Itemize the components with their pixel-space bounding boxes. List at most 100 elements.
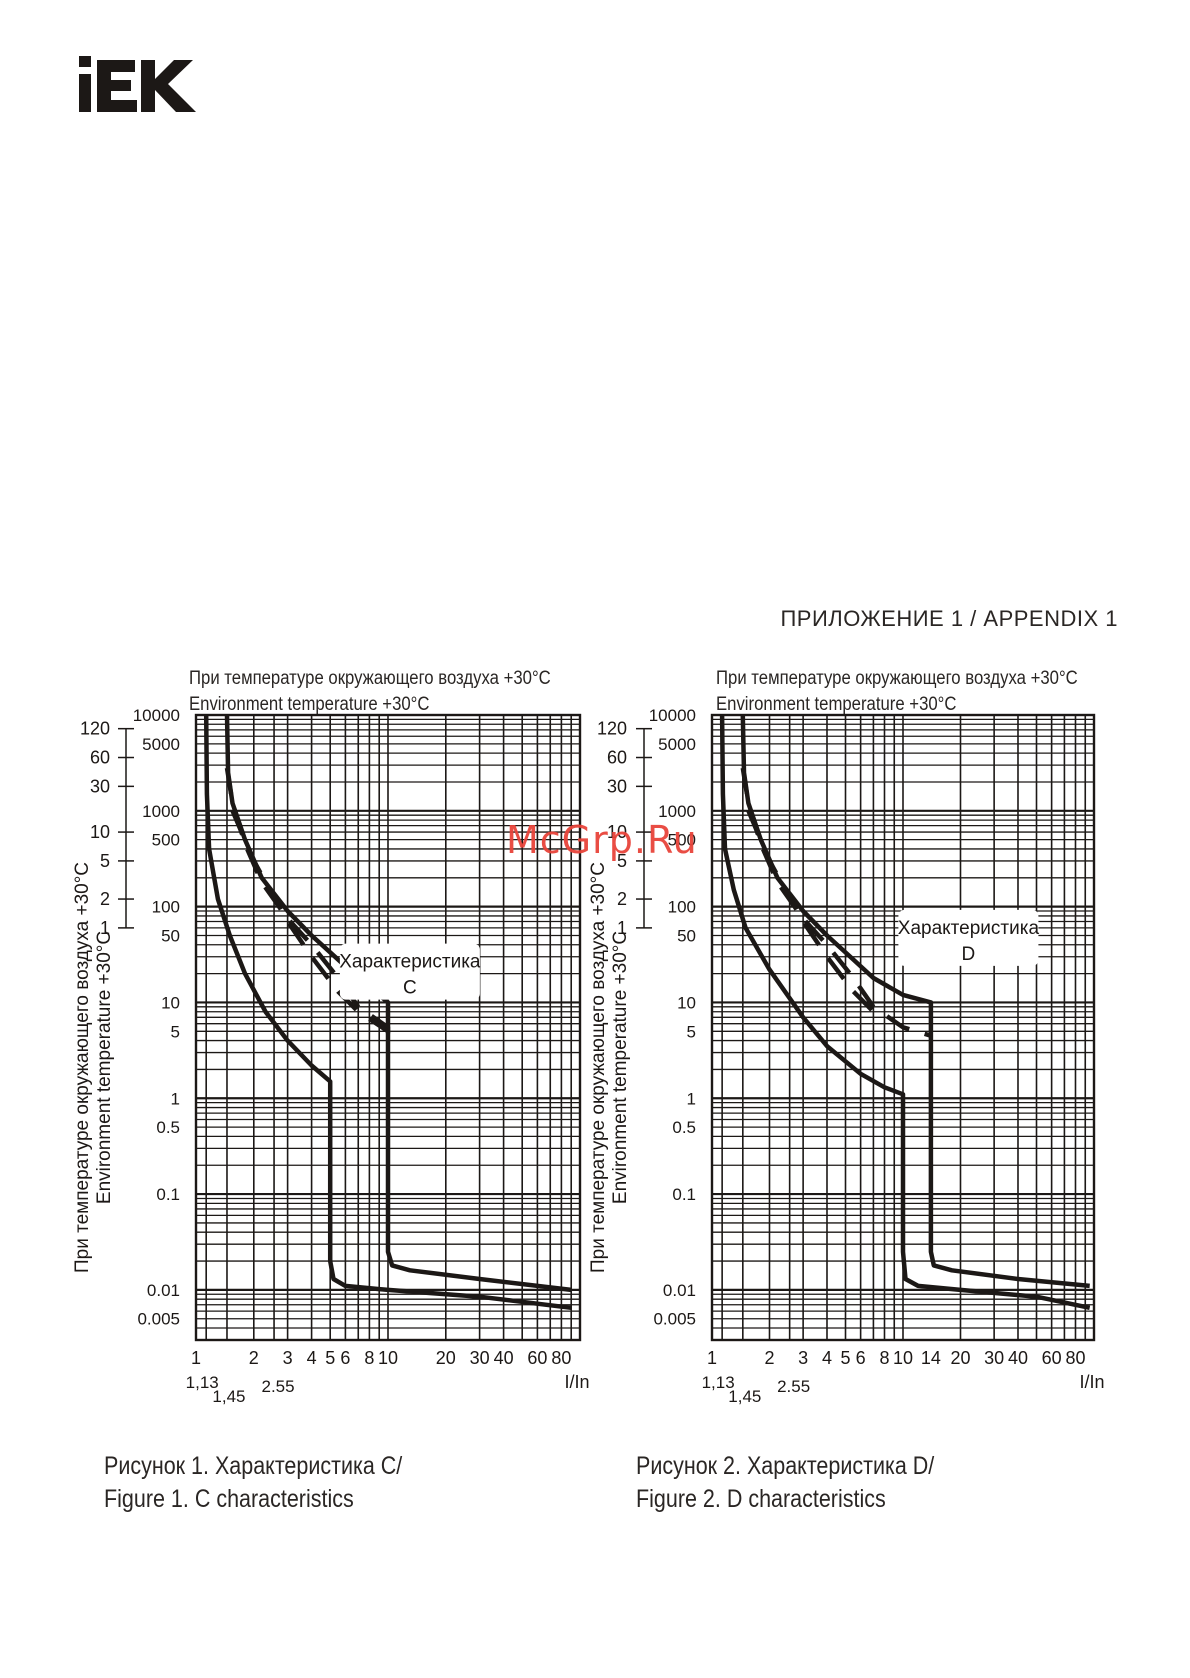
x-tick-label: 40 (1008, 1348, 1028, 1368)
x-tick-label: 10 (378, 1348, 398, 1368)
figure-2-caption-line1: Рисунок 2. Характеристика D/ (636, 1452, 935, 1480)
figure-1-caption-line1: Рисунок 1. Характеристика C/ (104, 1452, 403, 1480)
x-tick-label: 60 (1042, 1348, 1062, 1368)
x-tick-label: 2 (249, 1348, 259, 1368)
x-tick-label-extra: 2.55 (262, 1377, 295, 1396)
x-axis-label: I/In (1079, 1372, 1104, 1392)
y-tick-label: 100 (152, 898, 180, 917)
y-tick-label: 50 (677, 926, 696, 945)
y-tick-label: 1 (171, 1089, 180, 1108)
series-line-1-solid (203, 714, 572, 1311)
x-tick-label-extra: 1,45 (728, 1387, 761, 1406)
plot-frame (194, 713, 582, 1342)
y-tick-label: 1000 (658, 802, 696, 821)
y-tick-label: 1 (687, 1089, 696, 1108)
annotation-label: Характеристика (898, 918, 1040, 939)
x-tick-label: 6 (340, 1348, 350, 1368)
x-tick-label-extra: 1,13 (186, 1373, 219, 1392)
minutes-tick-label: 2 (617, 889, 627, 909)
figure-2-caption-line2: Figure 2. D characteristics (636, 1485, 886, 1513)
x-axis-label: I/In (564, 1372, 589, 1392)
y-axis-label-ru: При температуре окружающего воздуха +30°… (72, 862, 93, 1273)
x-tick-label: 60 (527, 1348, 547, 1368)
y-tick-label: 500 (152, 831, 180, 850)
minutes-tick-label: 1 (617, 918, 627, 938)
x-tick-label: 2 (764, 1348, 774, 1368)
y-tick-label: 10 (161, 993, 180, 1012)
chart-grid (710, 713, 1096, 1342)
y-tick-label: 10000 (649, 706, 696, 725)
annotation-curve-letter: C (403, 978, 417, 999)
x-tick-label: 20 (436, 1348, 456, 1368)
minutes-tick-label: 10 (90, 822, 110, 842)
series-line-2-solid (740, 714, 1090, 1289)
x-tick-label: 30 (984, 1348, 1004, 1368)
plot-frame (710, 713, 1096, 1342)
y-tick-label: 1000 (142, 802, 180, 821)
y-tick-label: 500 (668, 831, 696, 850)
annotation-box (339, 943, 480, 1000)
y-axis-label-en: Environment temperature +30°С (94, 931, 115, 1204)
x-tick-label: 80 (1065, 1348, 1085, 1368)
appendix-title: ПРИЛОЖЕНИЕ 1 / APPENDIX 1 (780, 606, 1118, 631)
minutes-tick-label: 2 (100, 889, 110, 909)
y-tick-label: 0.005 (653, 1310, 696, 1329)
series-line-4-dashed (746, 809, 875, 1014)
minutes-tick-label: 10 (607, 822, 627, 842)
y-axis-label-en: Environment temperature +30°С (610, 931, 631, 1204)
annotation-curve-letter: D (962, 944, 976, 965)
x-tick-label: 20 (950, 1348, 970, 1368)
y-tick-label: 5000 (142, 735, 180, 754)
annotation-box (898, 909, 1039, 966)
y-tick-label: 0.1 (672, 1185, 696, 1204)
figure-2-env-en: Environment temperature +30°С (716, 694, 957, 715)
minutes-tick-label: 5 (100, 851, 110, 871)
x-tick-label: 5 (840, 1348, 850, 1368)
y-tick-label: 0.01 (663, 1281, 696, 1300)
minutes-tick-label: 60 (607, 748, 627, 768)
y-tick-label: 0.5 (156, 1118, 180, 1137)
x-tick-label: 8 (364, 1348, 374, 1368)
minutes-tick-label: 30 (90, 776, 110, 796)
iek-logo (79, 56, 196, 112)
x-tick-label: 4 (307, 1348, 317, 1368)
x-tick-label: 80 (551, 1348, 571, 1368)
minutes-tick-label: 1 (100, 918, 110, 938)
x-tick-label-extra: 1,13 (702, 1373, 735, 1392)
figure-1-env-ru: При температуре окружающего воздуха +30°… (189, 668, 551, 689)
minutes-tick-label: 5 (617, 851, 627, 871)
series-line-1-solid (719, 714, 1091, 1311)
y-tick-label: 50 (161, 926, 180, 945)
minutes-tick-label: 120 (80, 719, 110, 739)
x-tick-label: 3 (283, 1348, 293, 1368)
y-axis-label-ru: При температуре окружающего воздуха +30°… (588, 862, 609, 1273)
figure-1-env-en: Environment temperature +30°С (189, 694, 430, 715)
x-tick-label: 4 (822, 1348, 832, 1368)
y-tick-label: 10 (677, 993, 696, 1012)
minutes-tick-label: 30 (607, 776, 627, 796)
y-tick-label: 5 (171, 1022, 180, 1041)
annotation-label: Характеристика (339, 952, 481, 973)
y-tick-label: 10000 (133, 706, 180, 725)
minutes-tick-label: 120 (597, 719, 627, 739)
minutes-tick-label: 60 (90, 748, 110, 768)
x-tick-label: 6 (856, 1348, 866, 1368)
y-tick-label: 5000 (658, 735, 696, 754)
x-tick-label: 30 (470, 1348, 490, 1368)
x-tick-label: 1 (191, 1348, 201, 1368)
y-tick-label: 0.005 (137, 1310, 180, 1329)
x-tick-label-extra: 1,45 (212, 1387, 245, 1406)
x-tick-label: 3 (798, 1348, 808, 1368)
watermark: McGrp.Ru (506, 818, 698, 862)
x-tick-label: 8 (879, 1348, 889, 1368)
x-tick-label-extra: 2.55 (777, 1377, 810, 1396)
y-tick-label: 0.01 (147, 1281, 180, 1300)
y-tick-label: 5 (687, 1022, 696, 1041)
figure-2-env-ru: При температуре окружающего воздуха +30°… (716, 668, 1078, 689)
y-tick-label: 0.1 (156, 1185, 180, 1204)
y-tick-label: 0.5 (672, 1118, 696, 1137)
x-tick-label: 5 (325, 1348, 335, 1368)
figure-1-caption-line2: Figure 1. C characteristics (104, 1485, 354, 1513)
